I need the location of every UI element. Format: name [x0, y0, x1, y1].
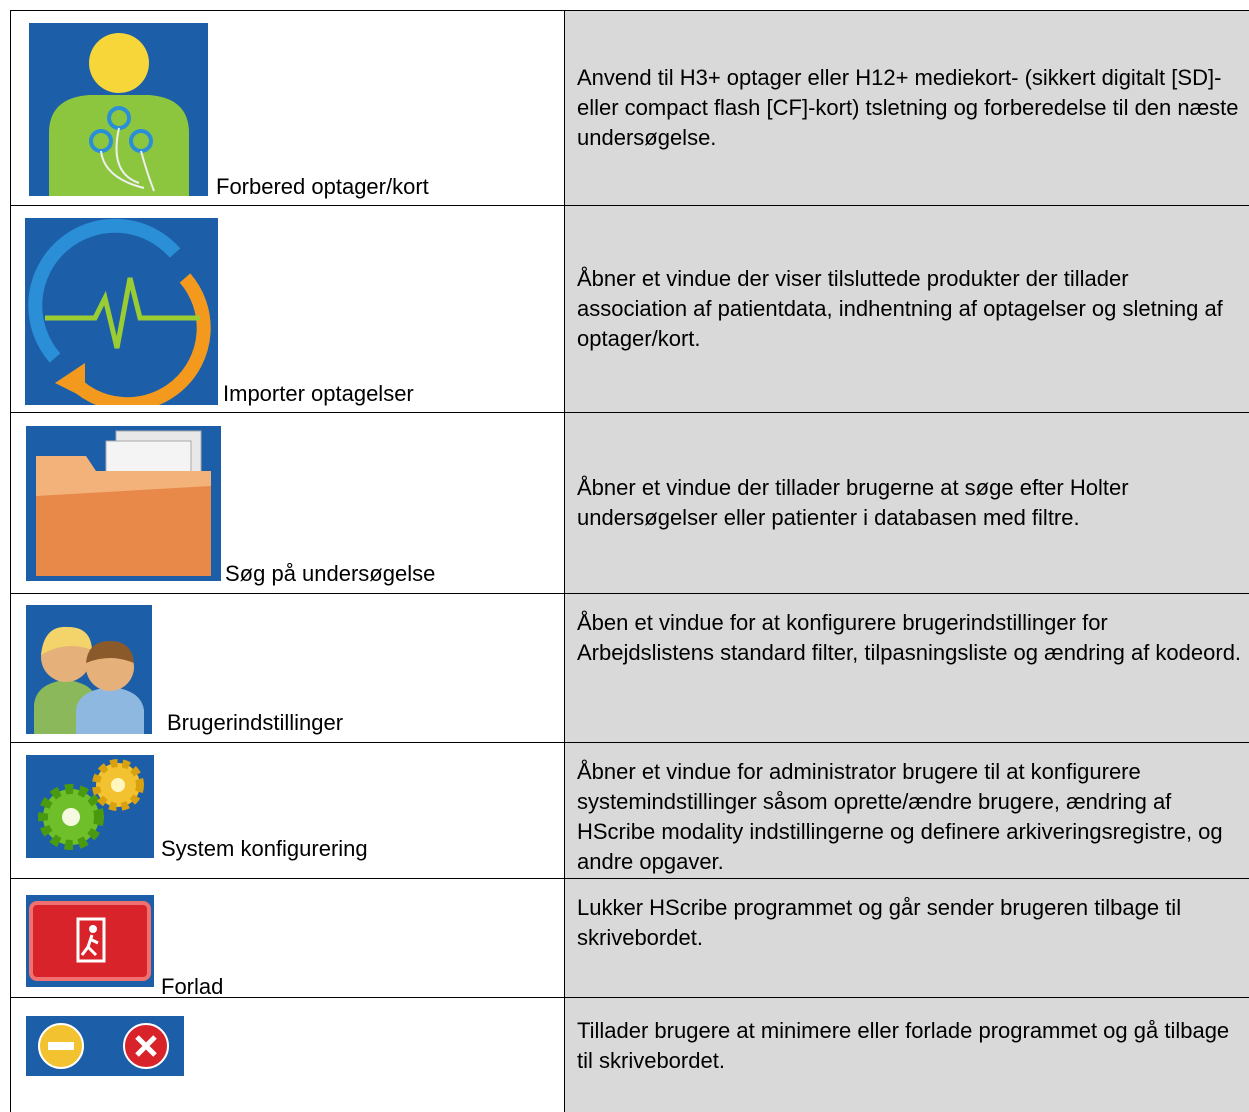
- table-row: Forbered optager/kort Anvend til H3+ opt…: [11, 11, 1249, 206]
- window-buttons-icon: [26, 1016, 184, 1076]
- row-label: Forlad: [161, 974, 224, 999]
- icon-cell: Forlad: [11, 879, 565, 999]
- description-cell: Åbner et vindue for administrator bruger…: [565, 743, 1249, 878]
- description-cell: Åbner et vindue der viser tilsluttede pr…: [565, 206, 1249, 412]
- row-description: Anvend til H3+ optager eller H12+ mediek…: [577, 65, 1239, 150]
- row-description: Åben et vindue for at konfigurere bruger…: [577, 610, 1242, 665]
- row-description: Åbner et vindue der tillader brugerne at…: [577, 475, 1129, 530]
- row-description: Tillader brugere at minimere eller forla…: [577, 1018, 1230, 1073]
- row-label: Importer optagelser: [223, 381, 414, 406]
- row-label: Forbered optager/kort: [216, 174, 429, 199]
- row-label: Søg på undersøgelse: [225, 561, 436, 586]
- row-description: Åbner et vindue for administrator bruger…: [577, 759, 1223, 874]
- icon-cell: Importer optagelser: [11, 206, 565, 412]
- feature-table: Forbered optager/kort Anvend til H3+ opt…: [10, 10, 1249, 1112]
- description-cell: Tillader brugere at minimere eller forla…: [565, 998, 1249, 1112]
- system-config-icon: [26, 755, 154, 858]
- row-label: Brugerindstillinger: [167, 710, 344, 735]
- user-settings-icon: [26, 605, 152, 734]
- icon-cell: Brugerindstillinger: [11, 594, 565, 742]
- description-cell: Åben et vindue for at konfigurere bruger…: [565, 594, 1249, 742]
- table-row: Importer optagelser Åbner et vindue der …: [11, 206, 1249, 413]
- table-row: System konfigurering Åbner et vindue for…: [11, 743, 1249, 879]
- icon-cell: System konfigurering: [11, 743, 565, 878]
- row-description: Lukker HScribe programmet og går sender …: [577, 895, 1182, 950]
- description-cell: Anvend til H3+ optager eller H12+ mediek…: [565, 11, 1249, 205]
- row-description: Åbner et vindue der viser tilsluttede pr…: [577, 266, 1223, 351]
- prepare-icon: [29, 23, 208, 196]
- table-row: Søg på undersøgelse Åbner et vindue der …: [11, 413, 1249, 594]
- search-icon: [26, 426, 221, 581]
- import-icon: [25, 218, 218, 405]
- row-label: System konfigurering: [161, 836, 368, 861]
- exit-icon: [26, 895, 154, 987]
- table-row: Forlad Lukker HScribe programmet og går …: [11, 879, 1249, 999]
- icon-cell: Forbered optager/kort: [11, 11, 565, 205]
- description-cell: Lukker HScribe programmet og går sender …: [565, 879, 1249, 997]
- icon-cell: Søg på undersøgelse: [11, 413, 565, 593]
- icon-cell: [11, 998, 565, 1112]
- description-cell: Åbner et vindue der tillader brugerne at…: [565, 413, 1249, 593]
- table-row: Tillader brugere at minimere eller forla…: [11, 998, 1249, 1112]
- table-row: Brugerindstillinger Åben et vindue for a…: [11, 594, 1249, 743]
